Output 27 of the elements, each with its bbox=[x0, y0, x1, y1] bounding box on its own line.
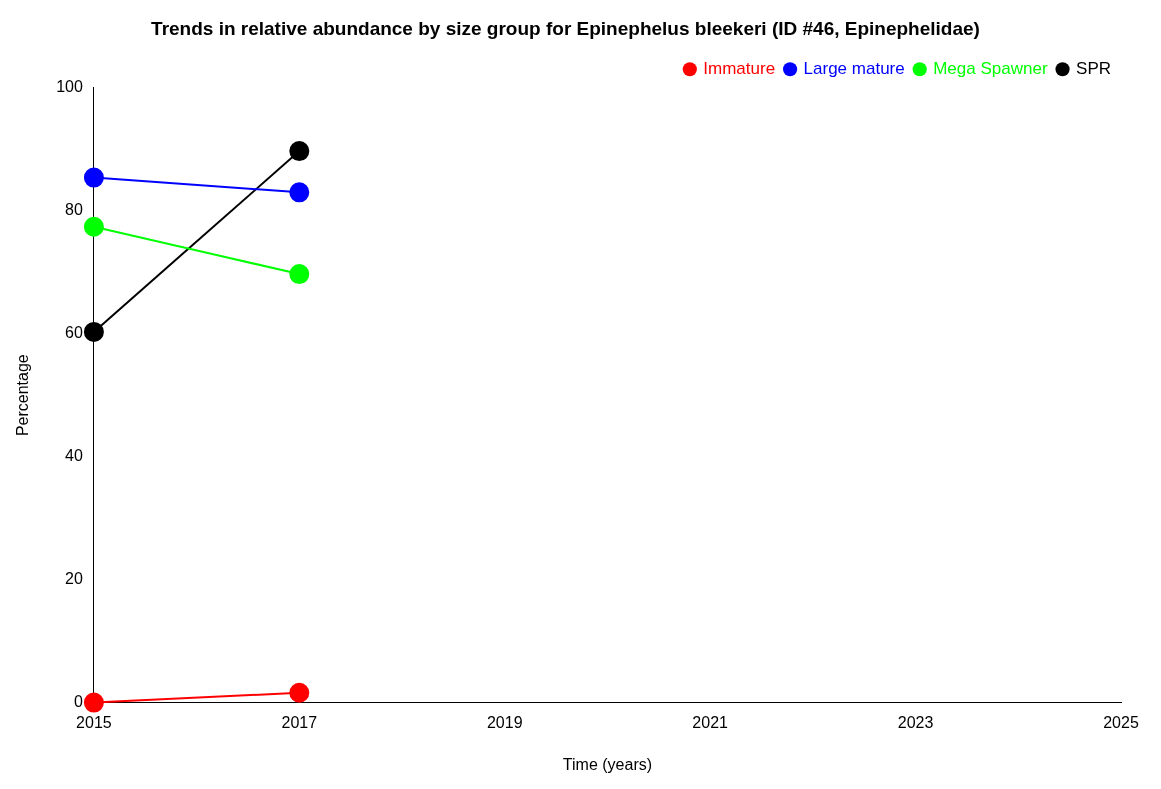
legend-label: SPR bbox=[1076, 58, 1112, 78]
legend-label: Large mature bbox=[803, 58, 905, 78]
y-tick-label: 20 bbox=[65, 570, 83, 588]
point bbox=[289, 264, 310, 285]
point bbox=[83, 167, 104, 188]
point bbox=[83, 692, 104, 713]
point bbox=[83, 216, 104, 237]
x-tick-label: 2017 bbox=[281, 713, 318, 731]
y-axis-title: Percentage bbox=[14, 354, 32, 437]
chart-title: Trends in relative abundance by size group for Epinephelus bleekeri (ID #46, Epinephelidae) bbox=[151, 17, 980, 39]
x-tick-label: 2023 bbox=[897, 713, 934, 731]
y-tick-label: 40 bbox=[65, 447, 83, 465]
y-tick-label: 80 bbox=[65, 201, 83, 219]
x-tick-label: 2015 bbox=[76, 713, 112, 731]
point bbox=[289, 182, 310, 203]
y-tick-label: 60 bbox=[65, 324, 83, 342]
point bbox=[83, 321, 104, 342]
x-axis-title: Time (years) bbox=[562, 755, 653, 773]
point bbox=[289, 141, 310, 162]
x-tick-label: 2021 bbox=[692, 713, 729, 731]
y-tick-label: 100 bbox=[56, 78, 83, 96]
legend-label: Mega Spawner bbox=[933, 58, 1048, 78]
legend-label: Immature bbox=[703, 58, 776, 78]
x-tick-label: 2025 bbox=[1103, 713, 1139, 731]
point bbox=[289, 682, 310, 703]
x-tick-label: 2019 bbox=[486, 713, 523, 731]
y-tick-label: 0 bbox=[73, 693, 83, 711]
